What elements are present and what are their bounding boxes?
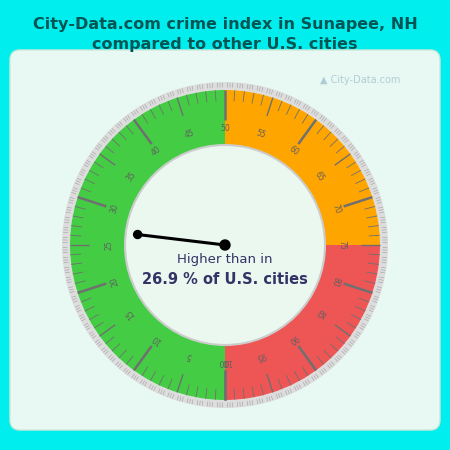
Text: 26.9 % of U.S. cities: 26.9 % of U.S. cities — [142, 273, 308, 288]
Wedge shape — [225, 90, 380, 245]
Text: 60: 60 — [287, 144, 300, 157]
Text: 55: 55 — [255, 128, 267, 140]
Text: 5: 5 — [185, 351, 193, 361]
Text: 15: 15 — [124, 307, 137, 320]
Text: 30: 30 — [108, 203, 120, 215]
Text: 65: 65 — [313, 170, 326, 183]
Text: City-Data.com crime index in Sunapee, NH: City-Data.com crime index in Sunapee, NH — [32, 18, 418, 32]
Text: 50: 50 — [220, 124, 230, 133]
Text: 95: 95 — [255, 350, 267, 362]
FancyBboxPatch shape — [10, 50, 440, 430]
Text: 90: 90 — [287, 333, 300, 346]
Text: 70: 70 — [330, 203, 342, 215]
Text: 20: 20 — [108, 275, 120, 287]
Text: compared to other U.S. cities: compared to other U.S. cities — [92, 37, 358, 53]
Text: 45: 45 — [183, 128, 195, 140]
Text: 80: 80 — [330, 275, 342, 287]
Text: 40: 40 — [150, 144, 163, 157]
Text: 25: 25 — [104, 240, 113, 250]
Wedge shape — [225, 245, 380, 400]
Wedge shape — [70, 90, 225, 400]
Wedge shape — [62, 82, 388, 408]
Text: 85: 85 — [313, 307, 326, 320]
Text: 0: 0 — [223, 357, 227, 366]
Text: ▲ City-Data.com: ▲ City-Data.com — [320, 75, 400, 85]
Circle shape — [220, 240, 230, 250]
Circle shape — [134, 230, 142, 238]
Text: Higher than in: Higher than in — [177, 253, 273, 266]
Text: 10: 10 — [150, 333, 163, 346]
Wedge shape — [70, 90, 380, 400]
Text: 75: 75 — [337, 240, 346, 250]
Circle shape — [125, 145, 325, 345]
Text: 100: 100 — [218, 357, 232, 366]
Text: 35: 35 — [124, 170, 137, 183]
